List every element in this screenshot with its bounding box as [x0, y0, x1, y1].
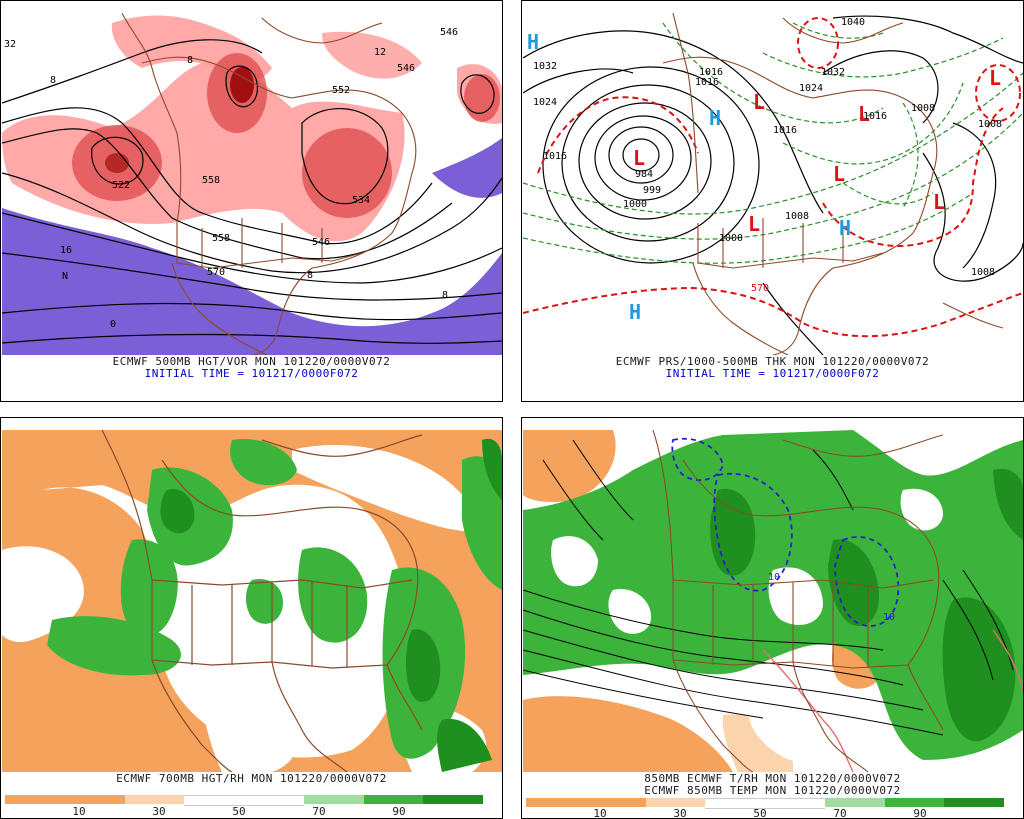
isobar-1024b: 1024: [799, 83, 823, 94]
isobar-1000: 1000: [623, 199, 647, 210]
low-symbol-6: L: [933, 190, 945, 214]
label-8c: 8: [187, 55, 193, 66]
map-700mb-rh: [2, 430, 502, 772]
label-8a: 8: [50, 75, 56, 86]
tick-30: 30: [673, 807, 687, 819]
label-546: 546: [397, 63, 415, 74]
high-symbol-1: H: [527, 30, 539, 54]
panel-700mb-rh: ECMWF 700MB HGT/RH MON 101220/0000V072 1…: [0, 417, 503, 819]
low-symbol-1: L: [633, 146, 645, 170]
isobar-1016e: 1016: [695, 77, 719, 88]
isobar-1040: 1040: [841, 17, 865, 28]
low-symbol-3: L: [858, 102, 870, 126]
tick-30: 30: [152, 805, 166, 818]
panel-pressure-thickness: H H H H L L L L L L L 1040 1032 1024 101…: [521, 0, 1024, 402]
low-symbol-2: L: [753, 90, 765, 114]
rh-scale-bar: [5, 795, 483, 806]
isobar-1008c: 1008: [785, 211, 809, 222]
isobar-1016d: 1016: [773, 125, 797, 136]
isobar-1008: 1008: [978, 119, 1002, 130]
caption-850mb-line2: ECMWF 850MB TEMP MON 101220/0000V072: [644, 784, 901, 797]
low-symbol-7: L: [989, 66, 1001, 90]
initial-time-pressure: INITIAL TIME = 101217/0000F072: [665, 367, 880, 380]
caption-500mb: ECMWF 500MB HGT/VOR MON 101220/0000V072: [112, 355, 391, 368]
high-symbol-4: H: [629, 300, 641, 324]
isobar-1016b: 1016: [699, 67, 723, 78]
tick-50: 50: [753, 807, 767, 819]
label-558b: 558: [202, 175, 220, 186]
temp-label-10b: 10: [883, 612, 895, 623]
label-552: 552: [332, 85, 350, 96]
isobar-1008d: 1008: [911, 103, 935, 114]
tick-70: 70: [833, 807, 847, 819]
map-pressure: H H H H L L L L L L L 1040 1032 1024 101…: [523, 13, 1023, 355]
high-symbol-2: H: [709, 106, 721, 130]
temp-label-10a: 10: [768, 572, 780, 583]
isobar-1016c: 1016: [863, 111, 887, 122]
isobar-1000b: 1000: [719, 233, 743, 244]
isobar-1024: 1024: [533, 97, 557, 108]
label-32: 32: [4, 39, 16, 50]
label-546b: 546: [312, 237, 330, 248]
low-symbol-4: L: [833, 162, 845, 186]
label-0: 0: [110, 319, 116, 330]
panel-850mb-temp-rh: 10 10 850MB ECMWF T/RH MON 101220/0000V0…: [521, 417, 1024, 819]
tick-70: 70: [312, 805, 326, 818]
isobar-1008b: 1008: [971, 267, 995, 278]
label-570: 570: [207, 267, 225, 278]
initial-time-500mb: INITIAL TIME = 101217/0000F072: [144, 367, 359, 380]
label-16: 16: [60, 245, 72, 256]
thickness-570: 570: [751, 283, 769, 294]
tick-10: 10: [72, 805, 86, 818]
isobar-1016: 1016: [543, 151, 567, 162]
label-8b: 8: [442, 290, 448, 301]
rh-scale-bar-850: [526, 798, 1004, 809]
caption-700mb: ECMWF 700MB HGT/RH MON 101220/0000V072: [116, 772, 387, 785]
isobar-999: 999: [643, 185, 661, 196]
tick-50: 50: [232, 805, 246, 818]
panel-500mb-vorticity: 32 546 558 552 570 558 546 534 522 8 N 8…: [0, 0, 503, 402]
label-546c: 546: [440, 27, 458, 38]
isobar-1032b: 1032: [821, 67, 845, 78]
high-symbol-3: H: [839, 216, 851, 240]
map-850mb: 10 10: [523, 430, 1023, 772]
label-522: 522: [112, 180, 130, 191]
label-N: N: [62, 271, 68, 282]
isobar-1032: 1032: [533, 61, 557, 72]
tick-10: 10: [593, 807, 607, 819]
tick-90: 90: [913, 807, 927, 819]
label-558: 558: [212, 233, 230, 244]
label-534: 534: [352, 195, 370, 206]
isobar-984: 984: [635, 169, 653, 180]
tick-90: 90: [392, 805, 406, 818]
caption-pressure: ECMWF PRS/1000-500MB THK MON 101220/0000…: [615, 355, 930, 368]
caption-850mb-line1: 850MB ECMWF T/RH MON 101220/0000V072: [644, 772, 901, 785]
map-500mb: 32 546 558 552 570 558 546 534 522 8 N 8…: [2, 13, 502, 355]
label-8d: 8: [307, 270, 313, 281]
label-12: 12: [374, 47, 386, 58]
low-symbol-5: L: [748, 212, 760, 236]
